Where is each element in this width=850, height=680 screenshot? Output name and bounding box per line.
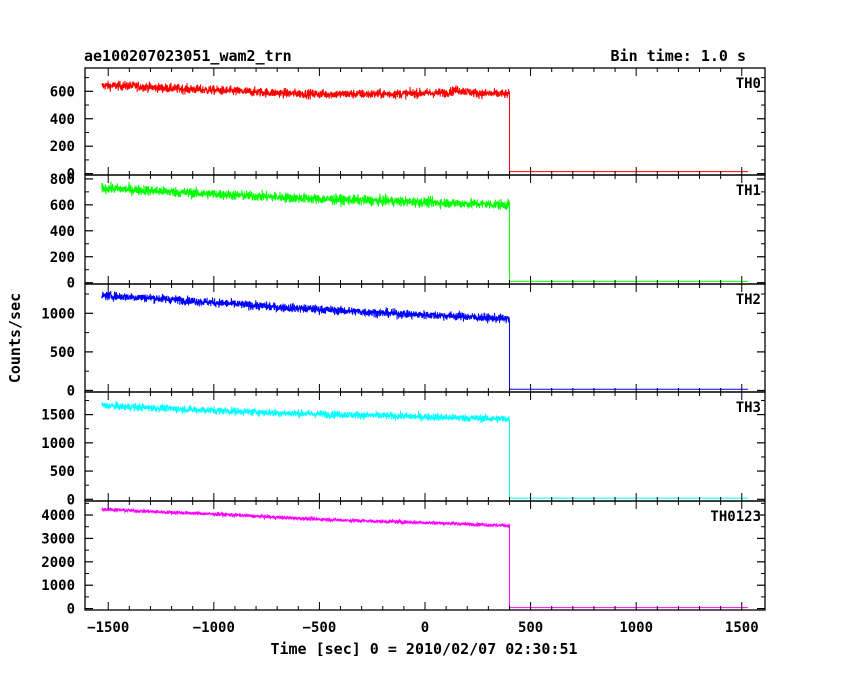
y-tick-label: 200 [50,139,75,155]
bin-time-label: Bin time: 1.0 s [611,47,746,65]
series-line-th1 [101,181,749,282]
y-tick-label: 500 [50,464,75,480]
panel-label-th0: TH0 [736,76,761,92]
series-line-th0 [101,80,749,173]
y-tick-label: 400 [50,112,75,128]
panel-th0: 0 200 400 600 TH0 [50,67,766,183]
y-tick-label: 2000 [41,555,75,571]
y-tick-label: 0 [67,492,75,508]
y-tick-label: 0 [67,276,75,292]
panel-frame [84,500,766,611]
y-tick-label: 0 [67,602,75,618]
y-tick-label: 1500 [41,408,75,424]
panel-label-th0123: TH0123 [710,509,761,525]
y-tick-label: 200 [50,250,75,266]
y-tick-label: 600 [50,84,75,100]
panel-label-th3: TH3 [736,400,761,416]
y-tick-label: 3000 [41,531,75,547]
x-tick-label: 500 [518,620,543,636]
y-tick-label: 0 [67,383,75,399]
y-tick-label: 4000 [41,508,75,524]
series-line-th2 [101,291,749,390]
x-tick-label: −1500 [87,620,129,636]
y-tick-label: 1000 [41,436,75,452]
y-tick-label: 600 [50,198,75,214]
y-tick-label: 1000 [41,306,75,322]
x-tick-label: 0 [421,620,429,636]
y-tick-label: 400 [50,224,75,240]
y-tick-label: 0 [67,167,75,183]
series-line-th0123 [101,506,749,609]
x-tick-label: −500 [303,620,337,636]
panel-frame [84,391,766,502]
y-tick-label: 500 [50,345,75,361]
chart-title: ae100207023051_wam2_trn [84,47,292,65]
panel-th0123: 0 1000 2000 3000 4000 TH0123 [41,500,766,618]
series-line-th3 [101,401,749,499]
panel-th2: 0 500 1000 TH2 [41,283,766,399]
x-axis-label: Time [sec] 0 = 2010/02/07 02:30:51 [270,640,577,658]
panel-th1: 0 200 400 600 800 TH1 [50,172,766,292]
panel-label-th2: TH2 [736,292,761,308]
x-tick-label: 1000 [619,620,653,636]
y-tick-label: 1000 [41,578,75,594]
panel-label-th1: TH1 [736,183,761,199]
x-tick-label: 1500 [725,620,759,636]
panel-th3: 0 500 1000 1500 TH3 [41,391,766,508]
x-tick-label: −1000 [193,620,235,636]
y-axis-label: Counts/sec [6,293,24,383]
y-tick-label: 800 [50,172,75,188]
